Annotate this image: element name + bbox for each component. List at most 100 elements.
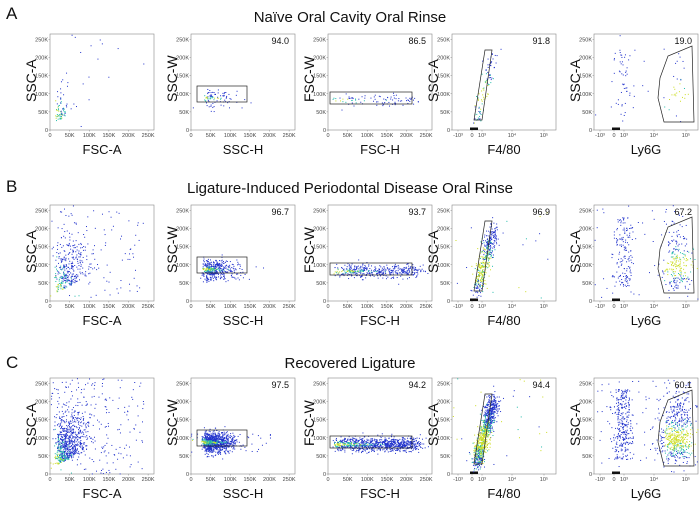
plot-frame	[452, 34, 556, 130]
y-tick-label: 0	[447, 299, 450, 305]
scatter-points	[191, 426, 271, 459]
x-tick-label: 200K	[122, 477, 135, 483]
gate-percentage: 96.7	[249, 207, 289, 217]
x-tick-label: 250K	[142, 477, 155, 483]
x-tick-label: 0	[189, 304, 192, 310]
x-tick-label: 0	[612, 304, 615, 310]
y-axis-label: FSC-W	[301, 400, 317, 446]
plot-frame	[328, 34, 432, 130]
y-tick-label: 250K	[176, 208, 189, 214]
y-axis-label: SSC-A	[567, 59, 583, 102]
x-tick-label: 200K	[263, 304, 276, 310]
x-tick-label: 10⁵	[540, 132, 548, 139]
x-tick-label: 200K	[400, 477, 413, 483]
gate-percentage: 94.2	[386, 380, 426, 390]
x-tick-label: -10³	[453, 304, 463, 310]
x-tick-label: 150K	[102, 304, 115, 310]
x-tick-label: 150K	[102, 133, 115, 139]
x-axis-label: SSC-H	[191, 486, 295, 501]
scatter-points	[595, 205, 699, 299]
y-tick-label: 0	[589, 472, 592, 478]
x-axis-label: F4/80	[452, 486, 556, 501]
y-tick-label: 50K	[440, 110, 450, 116]
gate-percentage: 91.8	[510, 36, 550, 46]
y-axis-label: FSC-W	[301, 227, 317, 273]
x-tick-label: 0	[470, 304, 473, 310]
y-tick-label: 50K	[582, 281, 592, 287]
y-tick-label: 250K	[437, 37, 450, 43]
y-axis-label: SSC-A	[23, 230, 39, 273]
x-axis-label: FSC-A	[50, 313, 154, 328]
y-tick-label: 250K	[35, 208, 48, 214]
gate-percentage: 93.7	[386, 207, 426, 217]
plot-frame	[191, 34, 295, 130]
x-tick-label: 0	[326, 304, 329, 310]
y-tick-label: 250K	[35, 37, 48, 43]
x-tick-label: 100K	[361, 477, 374, 483]
x-tick-label: 250K	[142, 133, 155, 139]
x-tick-label: 50K	[343, 477, 353, 483]
axis-compression-marker	[612, 299, 620, 302]
x-tick-label: 10⁴	[650, 303, 659, 310]
x-tick-label: 0	[612, 133, 615, 139]
scatter-points	[50, 378, 144, 474]
x-tick-label: 200K	[122, 133, 135, 139]
x-tick-label: 150K	[380, 477, 393, 483]
plot-frame	[452, 205, 556, 301]
x-tick-label: 100K	[83, 304, 96, 310]
x-tick-label: 10³	[478, 133, 486, 139]
y-tick-label: 50K	[38, 454, 48, 460]
x-tick-label: 100K	[83, 133, 96, 139]
x-tick-label: -10³	[595, 304, 605, 310]
y-tick-label: 50K	[316, 454, 326, 460]
y-tick-label: 50K	[179, 281, 189, 287]
x-tick-label: 50K	[206, 477, 216, 483]
axis-compression-marker	[470, 128, 478, 131]
y-tick-label: 250K	[313, 37, 326, 43]
x-tick-label: 50K	[65, 477, 75, 483]
x-tick-label: 10³	[478, 304, 486, 310]
x-tick-label: 100K	[83, 477, 96, 483]
x-axis-label: SSC-H	[191, 313, 295, 328]
x-tick-label: 10⁵	[682, 132, 690, 139]
row-b-title: Ligature-Induced Periodontal Disease Ora…	[0, 180, 700, 197]
x-tick-label: 150K	[243, 304, 256, 310]
x-axis-label: Ly6G	[594, 142, 698, 157]
scatter-points	[453, 378, 547, 472]
scatter-points	[200, 254, 264, 282]
x-axis-label: F4/80	[452, 142, 556, 157]
plot-frame	[594, 34, 698, 130]
scatter-points	[455, 212, 548, 298]
x-tick-label: 50K	[65, 133, 75, 139]
x-tick-label: 100K	[361, 304, 374, 310]
row-a-title: Naïve Oral Cavity Oral Rinse	[0, 9, 700, 26]
x-tick-label: 10⁴	[508, 303, 517, 310]
y-tick-label: 250K	[437, 208, 450, 214]
plot-frame	[328, 205, 432, 301]
y-tick-label: 50K	[316, 281, 326, 287]
y-tick-label: 50K	[179, 454, 189, 460]
x-tick-label: 0	[48, 477, 51, 483]
scatter-points	[50, 205, 144, 297]
x-tick-label: 100K	[361, 133, 374, 139]
y-tick-label: 250K	[437, 381, 450, 387]
axis-compression-marker	[470, 299, 478, 302]
x-tick-label: 0	[48, 304, 51, 310]
x-tick-label: 10⁵	[540, 303, 548, 310]
x-axis-label: FSC-H	[328, 486, 432, 501]
